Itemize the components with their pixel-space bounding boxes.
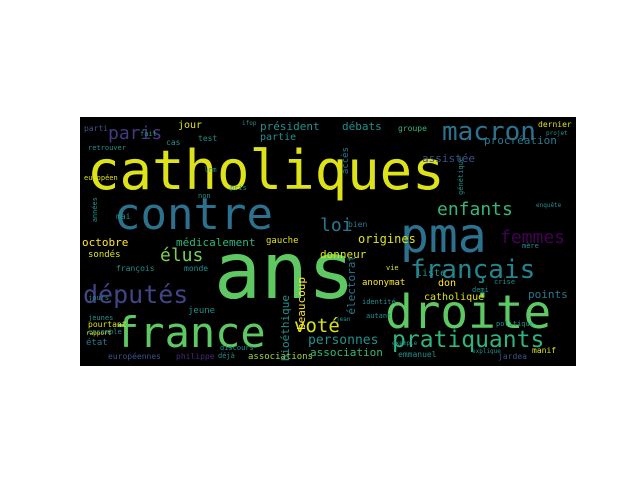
word-pma: pma	[400, 208, 487, 264]
word-debats: débats	[342, 120, 382, 133]
word-droite: droite	[385, 285, 552, 339]
word-annees: années	[91, 197, 99, 223]
word-enfants: enfants	[437, 199, 513, 220]
word-personnes: personnes	[308, 333, 379, 348]
word-mai: mai	[116, 212, 131, 221]
word-octobre: octobre	[82, 236, 129, 249]
word-electorat: électorat	[345, 255, 358, 315]
word-demi: demi	[472, 286, 489, 294]
word-bien: bien	[348, 220, 368, 229]
word-identite: identité	[362, 298, 396, 306]
word-femmes: femmes	[500, 227, 566, 248]
word-exemple: exemple	[392, 340, 418, 347]
word-sondes: sondés	[88, 250, 121, 260]
word-president: président	[260, 120, 320, 133]
word-beaucoup: beaucoup	[295, 277, 308, 330]
word-europeen: européen	[84, 174, 118, 182]
word-cloud: catholiques ans contre pma droite france…	[80, 117, 576, 366]
word-groupe: groupe	[398, 124, 427, 133]
word-pourtant: pourtant	[88, 320, 127, 329]
word-liste: liste	[416, 268, 447, 279]
word-vie: vie	[386, 264, 399, 272]
word-paris: paris	[108, 123, 163, 144]
word-acces: accès	[341, 147, 351, 175]
word-discours: discours	[220, 344, 254, 352]
word-loi: loi	[320, 215, 353, 236]
word-anonymat: anonymat	[362, 278, 406, 288]
word-partie: partie	[260, 132, 297, 143]
word-pratiquants: pratiquants	[392, 327, 545, 353]
word-association: association	[310, 346, 383, 359]
word-origines: origines	[358, 232, 416, 246]
word-francois: françois	[116, 264, 155, 273]
word-etat: état	[86, 338, 108, 348]
word-europeennes: européennes	[108, 352, 161, 361]
word-explique: explique	[472, 348, 501, 355]
word-jardea: jardea	[498, 352, 527, 361]
word-rapport: rapport	[86, 330, 112, 337]
word-francais: français	[410, 255, 536, 285]
word-genetique: génétique	[457, 157, 465, 195]
word-jeunes: jeunes	[88, 314, 114, 322]
word-ifop: ifop	[242, 120, 257, 127]
word-bioethique: bioéthique	[279, 295, 292, 362]
word-points: points	[528, 288, 568, 301]
word-jours: jours	[88, 294, 110, 302]
word-jour: jour	[178, 120, 203, 131]
word-ensemble: ensemble	[88, 328, 122, 336]
word-mere: mère	[522, 242, 539, 250]
word-deputes: députés	[83, 280, 189, 309]
word-donneur: donneur	[320, 248, 367, 261]
word-cas: cas	[166, 138, 181, 147]
word-ans: ans	[214, 227, 355, 317]
word-catholiques: catholiques	[87, 139, 445, 202]
word-contre: contre	[114, 189, 273, 240]
word-non: non	[198, 192, 211, 200]
word-fait: fait	[140, 130, 157, 138]
word-associations: associations	[248, 352, 314, 362]
word-retrouver: retrouver	[88, 144, 126, 152]
word-deja: déjà	[218, 352, 235, 360]
word-procreation: procréation	[484, 134, 557, 147]
word-lrm: lrm	[204, 166, 217, 174]
word-elus: élus	[160, 245, 204, 266]
word-enquete: enquête	[536, 202, 562, 209]
word-philippe: philippe	[176, 352, 215, 361]
word-jeune: jeune	[188, 306, 216, 316]
word-france: france	[114, 308, 266, 357]
word-monde: monde	[184, 264, 209, 273]
word-parti: parti	[84, 124, 109, 133]
word-crise: crise	[494, 278, 516, 286]
word-emmanuel: emmanuel	[398, 350, 437, 359]
word-medicalement: médicalement	[176, 236, 256, 249]
word-autant: autant	[366, 312, 392, 320]
word-macron: macron	[442, 117, 536, 147]
word-catholique: catholique	[424, 292, 485, 303]
word-manif: manif	[532, 346, 557, 355]
word-dernier: dernier	[538, 120, 572, 129]
word-projet: projet	[546, 130, 568, 137]
word-jean: jean	[336, 316, 351, 323]
word-don: don	[438, 278, 457, 289]
word-gauche: gauche	[266, 236, 299, 246]
word-pris: pris	[230, 184, 247, 192]
word-vote: voté	[294, 315, 340, 337]
word-politique: politique	[496, 320, 534, 328]
word-test: test	[198, 134, 218, 143]
word-assistee: assistée	[422, 152, 475, 165]
